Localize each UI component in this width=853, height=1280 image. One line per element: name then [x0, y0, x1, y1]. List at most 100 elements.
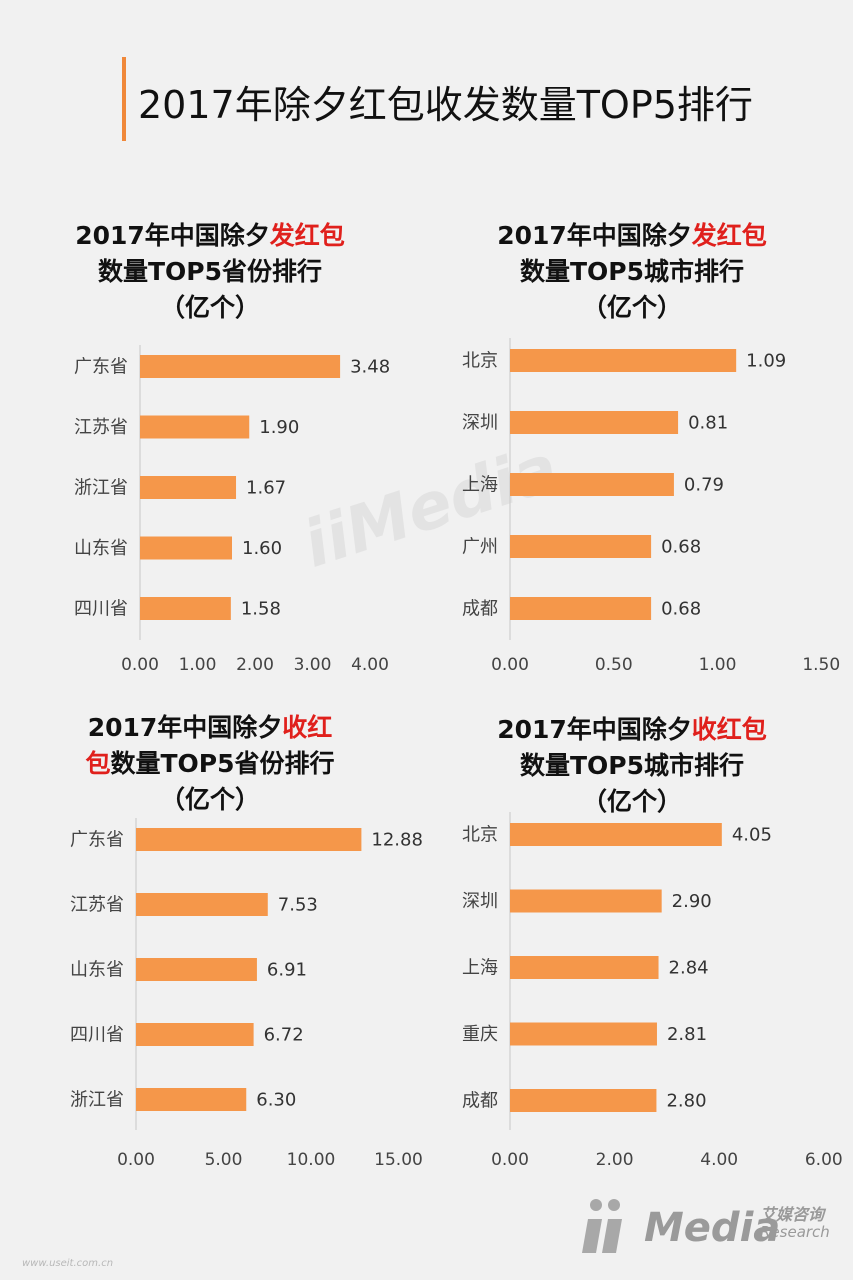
bar — [510, 889, 662, 913]
tick-label: 0.00 — [491, 655, 529, 675]
bar — [136, 893, 268, 916]
chart-title: 2017年中国除夕收红包数量TOP5省份排行 （亿个） — [30, 710, 390, 818]
bar — [510, 1022, 657, 1046]
logo-mark-icon — [582, 1199, 622, 1253]
title-prefix: 2017年中国除夕 — [75, 221, 270, 250]
title-accent-bar — [122, 57, 126, 141]
tick-label: 4.00 — [351, 655, 389, 675]
category-label: 深圳 — [462, 891, 498, 912]
tick-label: 2.00 — [236, 655, 274, 675]
category-label: 广东省 — [74, 357, 128, 378]
bar — [140, 355, 341, 378]
title-prefix: 2017年中国除夕 — [497, 715, 692, 744]
chart-title: 2017年中国除夕发红包数量TOP5省份排行 （亿个） — [30, 218, 390, 326]
category-label: 浙江省 — [74, 478, 128, 499]
tick-label: 1.00 — [699, 655, 737, 675]
title-prefix: 2017年中国除夕 — [497, 221, 692, 250]
title-unit: （亿个） — [581, 787, 682, 816]
tick-label: 1.50 — [802, 655, 840, 675]
value-label: 0.68 — [661, 599, 701, 620]
category-label: 广州 — [462, 537, 498, 558]
bar — [510, 1089, 657, 1112]
chart-title: 2017年中国除夕发红包数量TOP5城市排行 （亿个） — [452, 218, 812, 326]
watermark: iiMedia — [294, 431, 567, 583]
tick-label: 5.00 — [205, 1150, 243, 1170]
value-label: 0.79 — [684, 475, 724, 496]
title-unit: （亿个） — [159, 785, 260, 814]
bar — [510, 823, 722, 846]
bar — [140, 415, 250, 439]
bar — [140, 597, 231, 620]
value-label: 2.80 — [666, 1091, 706, 1112]
title-unit: （亿个） — [581, 293, 682, 322]
category-label: 广东省 — [70, 830, 124, 851]
category-label: 成都 — [462, 1091, 498, 1112]
iimedia-logo: Media 艾媒咨询 Research — [582, 1197, 830, 1257]
value-label: 1.90 — [259, 417, 299, 438]
value-label: 4.05 — [732, 825, 772, 846]
bar — [510, 597, 652, 620]
logo-sub-cn: 艾媒咨询 — [760, 1205, 825, 1224]
category-label: 深圳 — [462, 413, 498, 434]
tick-label: 10.00 — [287, 1150, 336, 1170]
category-label: 重庆 — [462, 1024, 498, 1045]
value-label: 6.91 — [267, 960, 307, 981]
title-suffix: 数量TOP5城市排行 — [519, 257, 745, 286]
title-highlight: 发红包 — [691, 221, 767, 250]
bar — [136, 958, 257, 981]
value-label: 7.53 — [278, 895, 318, 916]
bar — [140, 476, 237, 499]
title-suffix: 数量TOP5省份排行 — [97, 257, 323, 286]
value-label: 1.67 — [246, 478, 286, 499]
category-label: 北京 — [462, 825, 498, 846]
bar — [510, 956, 659, 979]
bar — [510, 349, 737, 372]
value-label: 2.84 — [669, 958, 709, 979]
title-highlight: 包 — [85, 749, 111, 778]
value-label: 6.30 — [256, 1090, 296, 1111]
tick-label: 15.00 — [374, 1150, 423, 1170]
title-prefix: 2017年中国除夕 — [87, 713, 283, 742]
bar — [140, 536, 232, 560]
category-label: 山东省 — [74, 538, 128, 559]
value-label: 0.81 — [688, 413, 728, 434]
value-label: 1.60 — [242, 538, 282, 559]
title-unit: （亿个） — [159, 293, 260, 322]
category-label: 山东省 — [70, 960, 124, 981]
tick-label: 4.00 — [700, 1150, 738, 1170]
page-title: 2017年除夕红包收发数量TOP5排行 — [138, 83, 753, 127]
value-label: 1.09 — [746, 351, 786, 372]
title-highlight: 发红包 — [269, 221, 345, 250]
bar — [136, 828, 362, 851]
tick-label: 0.00 — [491, 1150, 529, 1170]
bar — [510, 535, 652, 558]
tick-label: 3.00 — [294, 655, 332, 675]
title-highlight: 收红包 — [691, 715, 767, 744]
category-label: 江苏省 — [74, 417, 128, 438]
tick-label: 0.50 — [595, 655, 633, 675]
chart-title: 2017年中国除夕收红包数量TOP5城市排行 （亿个） — [452, 712, 812, 820]
title-highlight: 收红 — [282, 713, 333, 742]
bar — [510, 411, 679, 434]
logo-sub-en: Research — [760, 1223, 830, 1241]
bar — [136, 1023, 254, 1046]
footer-url: www.useit.com.cn — [22, 1258, 114, 1269]
value-label: 12.88 — [371, 830, 423, 851]
tick-label: 6.00 — [805, 1150, 843, 1170]
logo-text: Media — [644, 1205, 781, 1251]
category-label: 四川省 — [74, 599, 128, 620]
category-label: 北京 — [462, 351, 498, 372]
value-label: 6.72 — [264, 1025, 304, 1046]
category-label: 四川省 — [70, 1025, 124, 1046]
category-label: 浙江省 — [70, 1090, 124, 1111]
value-label: 2.90 — [672, 891, 712, 912]
title-suffix: 数量TOP5城市排行 — [519, 751, 745, 780]
title-suffix: 数量TOP5省份排行 — [110, 749, 335, 778]
tick-label: 0.00 — [121, 655, 159, 675]
value-label: 0.68 — [661, 537, 701, 558]
bar — [136, 1088, 247, 1111]
